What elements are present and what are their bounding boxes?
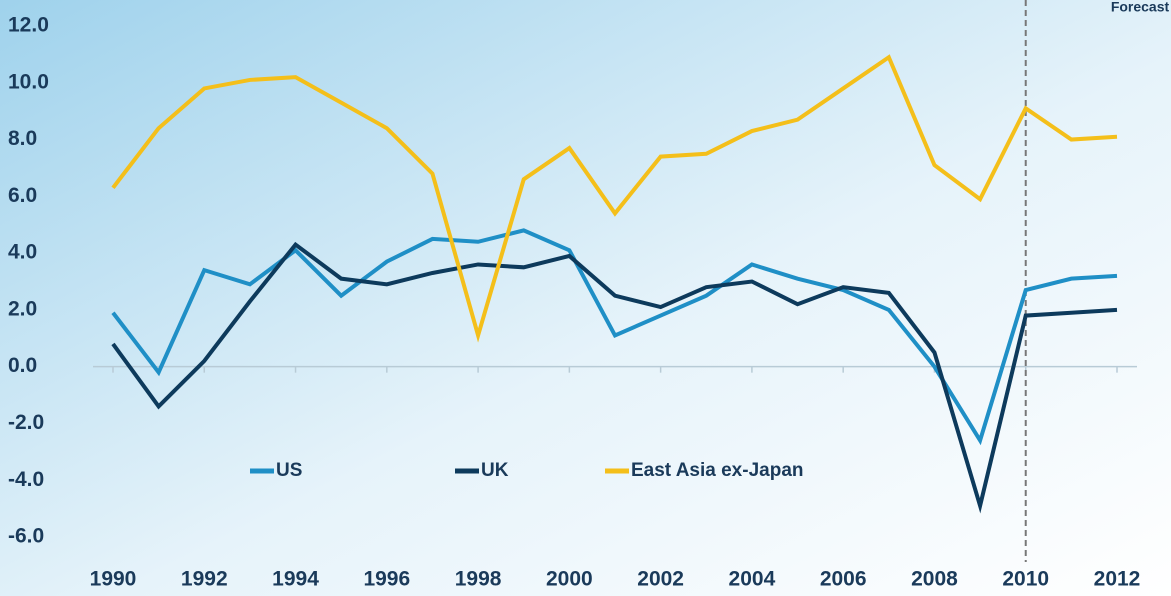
x-tick-label: 2010	[1002, 568, 1049, 591]
legend-label: US	[276, 460, 302, 481]
legend-label: UK	[481, 460, 509, 481]
series-line	[111, 54, 1118, 343]
x-tick-label: 1996	[363, 568, 410, 591]
y-tick-label: 12.0	[8, 14, 49, 37]
y-tick-label: 6.0	[8, 184, 37, 207]
x-tick-label: 1990	[90, 568, 137, 591]
y-tick-label: 4.0	[8, 241, 37, 264]
x-tick-label: 2002	[637, 568, 684, 591]
x-tick-label: 1998	[455, 568, 502, 591]
x-tick-label: 2006	[820, 568, 867, 591]
y-tick-label: 8.0	[8, 127, 37, 150]
y-tick-label: 10.0	[8, 70, 49, 93]
y-tick-label: 2.0	[8, 297, 37, 320]
x-tick-label: 2008	[911, 568, 958, 591]
x-tick-label: 2004	[729, 568, 776, 591]
y-tick-label: -2.0	[8, 411, 44, 434]
series-line	[111, 241, 1118, 514]
y-tick-label: -4.0	[8, 468, 44, 491]
x-tick-label: 1992	[181, 568, 228, 591]
x-tick-label: 1994	[272, 568, 319, 591]
x-tick-label: 2012	[1094, 568, 1141, 591]
forecast-label: Forecast	[1111, 0, 1170, 15]
y-tick-label: 0.0	[8, 354, 37, 377]
y-tick-label: -6.0	[8, 525, 44, 548]
x-tick-label: 2000	[546, 568, 593, 591]
legend-label: East Asia ex-Japan	[631, 460, 804, 481]
